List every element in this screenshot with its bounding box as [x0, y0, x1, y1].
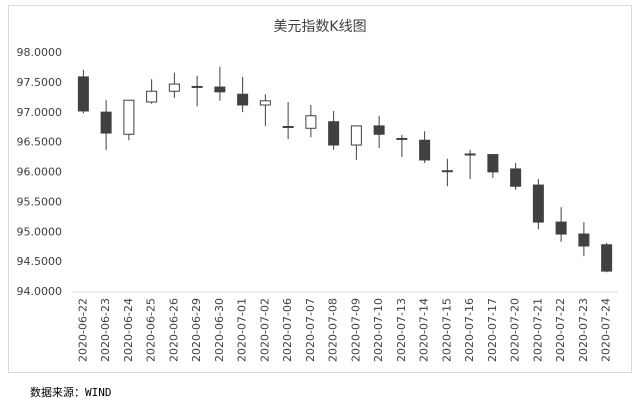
candle-body	[419, 139, 431, 161]
x-tick-label: 2020-07-13	[395, 298, 408, 362]
x-tick-label: 2020-06-25	[145, 298, 158, 362]
candle-body	[259, 100, 271, 106]
x-tick-label: 2020-07-16	[463, 298, 476, 362]
candle-body	[168, 83, 180, 92]
y-tick-label: 96.0000	[17, 166, 63, 179]
candle-body	[146, 90, 158, 103]
candle-body	[601, 244, 613, 272]
x-tick-label: 2020-06-26	[167, 298, 180, 362]
x-tick-label: 2020-07-21	[531, 298, 544, 362]
x-tick-label: 2020-07-07	[304, 298, 317, 362]
x-tick-label: 2020-06-30	[213, 298, 226, 362]
x-tick-label: 2020-06-24	[122, 298, 135, 362]
y-tick-label: 97.0000	[17, 106, 63, 119]
candle-body	[487, 154, 499, 173]
candle-body	[328, 121, 340, 146]
y-tick-label: 94.0000	[17, 285, 63, 298]
candle-body	[578, 233, 590, 247]
x-tick-label: 2020-07-22	[554, 298, 567, 362]
candle-body	[282, 125, 294, 128]
candle-body	[77, 76, 89, 112]
y-tick-label: 96.5000	[17, 136, 63, 149]
x-tick-label: 2020-07-15	[440, 298, 453, 362]
y-tick-label: 98.0000	[17, 46, 63, 59]
candle-body	[123, 99, 135, 135]
y-tick-label: 95.0000	[17, 225, 63, 238]
y-tick-label: 97.5000	[17, 76, 63, 89]
x-tick-label: 2020-07-09	[349, 298, 362, 362]
chart-title: 美元指数K线图	[273, 19, 366, 35]
x-tick-label: 2020-07-08	[327, 298, 340, 362]
chart-frame	[8, 5, 632, 373]
candle-body	[396, 137, 408, 140]
x-tick-label: 2020-06-23	[99, 298, 112, 362]
x-tick-label: 2020-07-01	[236, 298, 249, 362]
x-tick-label: 2020-07-14	[418, 298, 431, 362]
candle-body	[191, 85, 203, 88]
candle-body	[305, 115, 317, 129]
candle-body	[373, 125, 385, 135]
x-tick-label: 2020-06-29	[190, 298, 203, 362]
candle-body	[555, 221, 567, 235]
candle-body	[100, 111, 112, 134]
y-tick-label: 94.5000	[17, 255, 63, 268]
candle-body	[464, 153, 476, 156]
source-note: 数据来源：WIND	[30, 385, 112, 399]
x-tick-label: 2020-07-06	[281, 298, 294, 362]
candle-body	[350, 125, 362, 146]
x-tick-label: 2020-07-02	[258, 298, 271, 362]
candle-body	[214, 86, 226, 93]
x-tick-label: 2020-07-20	[509, 298, 522, 362]
candle-body	[441, 170, 453, 173]
x-tick-label: 2020-07-17	[486, 298, 499, 362]
candle-body	[510, 168, 522, 187]
y-tick-label: 95.5000	[17, 195, 63, 208]
x-tick-label: 2020-07-24	[600, 298, 613, 362]
x-tick-label: 2020-07-23	[577, 298, 590, 362]
candle-body	[532, 184, 544, 223]
x-tick-label: 2020-07-10	[372, 298, 385, 362]
candle-body	[237, 93, 249, 106]
x-tick-label: 2020-06-22	[76, 298, 89, 362]
